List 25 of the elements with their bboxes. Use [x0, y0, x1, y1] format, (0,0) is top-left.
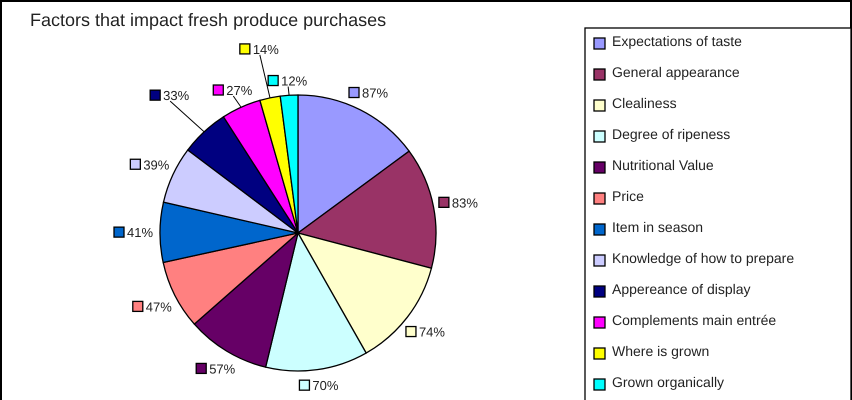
data-label: 41% [127, 225, 154, 240]
data-label: 14% [252, 42, 280, 57]
legend-label: Nutritional Value [612, 157, 714, 173]
data-label: 47% [146, 299, 172, 314]
data-label: 87% [362, 86, 388, 101]
data-label: 74% [418, 324, 446, 340]
legend-label: Price [612, 188, 644, 204]
data-label: 12% [281, 74, 308, 89]
data-label: 39% [143, 157, 170, 172]
legend-label: Complements main entrée [612, 312, 776, 328]
legend-label: Knowledge of how to prepare [612, 250, 794, 266]
legend-label: Where is grown [612, 343, 710, 359]
legend-label: Degree of ripeness [612, 126, 730, 142]
data-label: 27% [226, 83, 253, 98]
legend-label: Expectations of taste [612, 33, 742, 49]
data-label: 57% [209, 361, 236, 376]
data-label: 33% [163, 88, 190, 104]
legend-label: General appearance [612, 64, 740, 80]
legend-label: Appereance of display [612, 281, 751, 297]
chart-title: Factors that impact fresh produce purchases [30, 10, 386, 30]
data-label: 70% [312, 378, 339, 394]
legend-label: Clealiness [612, 95, 677, 111]
legend-label: Item in season [612, 219, 704, 235]
data-label: 83% [452, 195, 478, 210]
legend-label: Grown organically [612, 374, 724, 390]
